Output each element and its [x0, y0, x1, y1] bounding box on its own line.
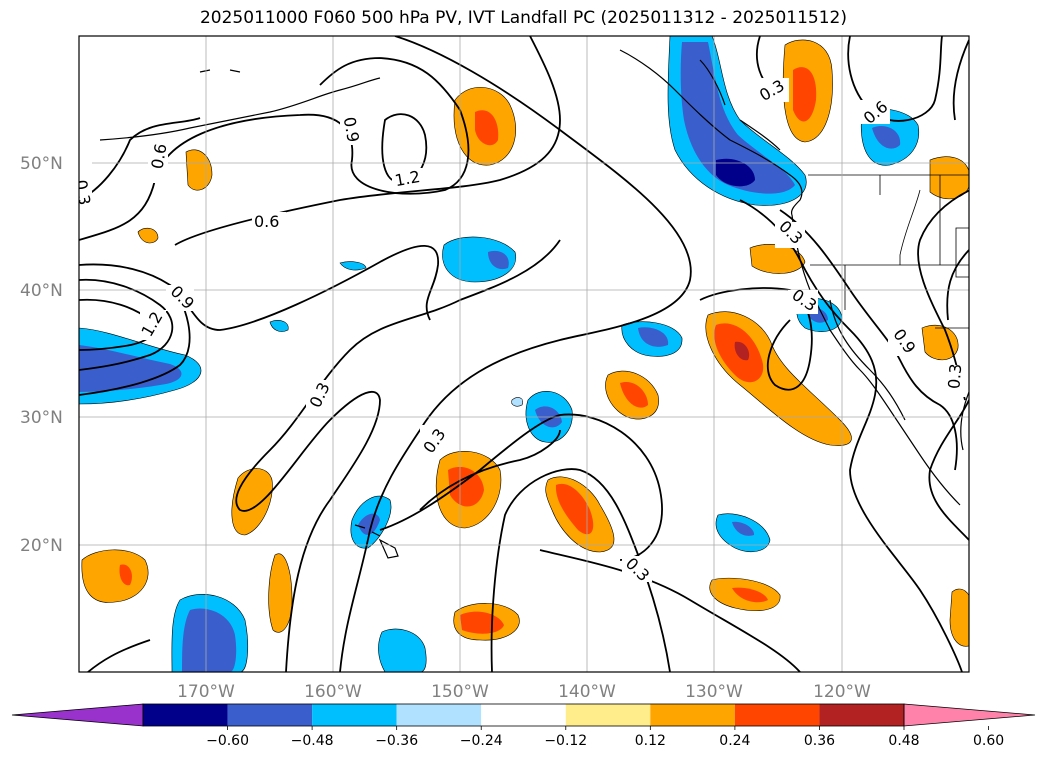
- contour-label: 1.2: [393, 167, 421, 190]
- colorbar-tick-label: −0.12: [544, 733, 587, 749]
- colorbar-tick-label: −0.36: [375, 733, 418, 749]
- colorbar-swatch: [650, 704, 735, 726]
- lon-label-130w: 130°W: [685, 682, 743, 702]
- lat-labels: 50°N 40°N 30°N 20°N: [20, 154, 63, 556]
- positive-anomalies: [81, 39, 969, 647]
- lat-label-40n: 40°N: [20, 281, 63, 301]
- colorbar: −0.60 −0.48 −0.36 −0.24 −0.12 0.12 0.24 0.36 0.4…: [11, 703, 1036, 749]
- lat-label-50n: 50°N: [20, 154, 63, 174]
- colorbar-tick-label: 0.48: [888, 733, 919, 749]
- contour-label: 0.3: [944, 363, 965, 390]
- colorbar-swatch: [396, 704, 482, 726]
- coastlines: [99, 49, 969, 559]
- colorbar-tick-label: −0.24: [460, 733, 503, 749]
- contour-label: 0.6: [147, 142, 170, 170]
- colorbar-swatch: [227, 704, 313, 726]
- lon-label-140w: 140°W: [558, 682, 616, 702]
- colorbar-frame: [142, 703, 905, 727]
- lon-label-120w: 120°W: [813, 682, 871, 702]
- colorbar-swatch: [565, 704, 651, 726]
- colorbar-swatch: [143, 704, 228, 726]
- contour-label: 0.3: [71, 178, 94, 206]
- colorbar-tick-label: −0.60: [206, 733, 249, 749]
- lat-label-20n: 20°N: [20, 536, 63, 556]
- lon-labels: 170°W 160°W 150°W 140°W 130°W 120°W: [177, 682, 871, 702]
- borders: [808, 174, 969, 329]
- colorbar-tick-label: 0.24: [719, 733, 750, 749]
- colorbar-swatch: [312, 704, 397, 726]
- contour-label: 0.6: [254, 212, 279, 231]
- colorbar-tick-label: −0.48: [291, 733, 334, 749]
- lon-label-150w: 150°W: [431, 682, 489, 702]
- lat-label-30n: 30°N: [20, 408, 63, 428]
- colorbar-swatch: [481, 704, 566, 726]
- colorbar-swatch: [734, 704, 820, 726]
- lon-label-170w: 170°W: [177, 682, 235, 702]
- gridlines: [79, 36, 969, 672]
- map-frame: [78, 35, 970, 673]
- map-area: [79, 36, 969, 672]
- lon-label-160w: 160°W: [304, 682, 362, 702]
- colorbar-tick-label: 0.36: [804, 733, 835, 749]
- contour-label: 0.9: [340, 115, 363, 143]
- colorbar-tick-label: 0.12: [635, 733, 666, 749]
- colorbar-tick-label: 0.60: [973, 733, 1004, 749]
- map-title: 2025011000 F060 500 hPa PV, IVT Landfall…: [199, 8, 847, 28]
- colorbar-extend-high: [903, 703, 1036, 727]
- colorbar-swatch: [819, 704, 904, 726]
- colorbar-extend-low: [11, 703, 144, 727]
